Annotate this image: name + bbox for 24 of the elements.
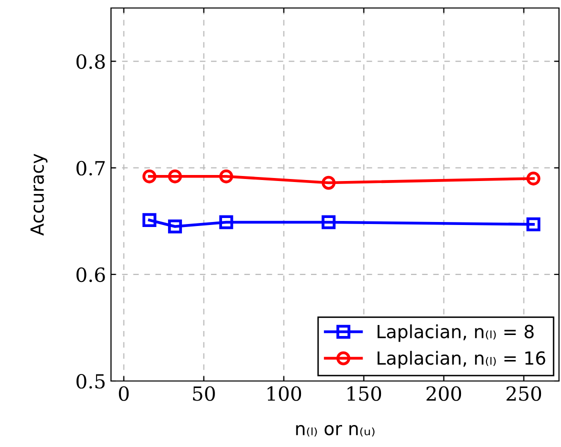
point bbox=[526, 217, 540, 232]
legend-label: Laplacian, n₍ₗ₎ = 8 bbox=[378, 324, 534, 342]
legend-label: Laplacian, n₍ₗ₎ = 16 bbox=[378, 350, 546, 368]
point bbox=[142, 169, 156, 184]
x-axis-title: n₍ₗ₎ or n₍ᵤ₎ bbox=[296, 424, 374, 436]
y-tick-label: 0.5 bbox=[76, 374, 105, 389]
y-tick-label: 0.7 bbox=[76, 160, 105, 176]
y-tick-label: 0.6 bbox=[76, 267, 105, 282]
point bbox=[526, 172, 540, 186]
point bbox=[219, 215, 234, 230]
point bbox=[219, 169, 234, 184]
y-axis-title: Accuracy bbox=[30, 154, 48, 236]
point bbox=[322, 176, 336, 190]
point bbox=[168, 220, 182, 234]
x-tick-label: 150 bbox=[348, 386, 382, 401]
point bbox=[322, 215, 336, 230]
point bbox=[168, 169, 182, 184]
x-tick-label: 200 bbox=[426, 386, 462, 401]
y-tick-label: 0.8 bbox=[76, 54, 105, 69]
x-tick-label: 100 bbox=[268, 386, 302, 401]
x-tick-label: 0 bbox=[118, 386, 129, 401]
x-tick-label: 250 bbox=[506, 386, 542, 401]
x-tick-label: 50 bbox=[193, 386, 215, 401]
point bbox=[142, 213, 156, 228]
